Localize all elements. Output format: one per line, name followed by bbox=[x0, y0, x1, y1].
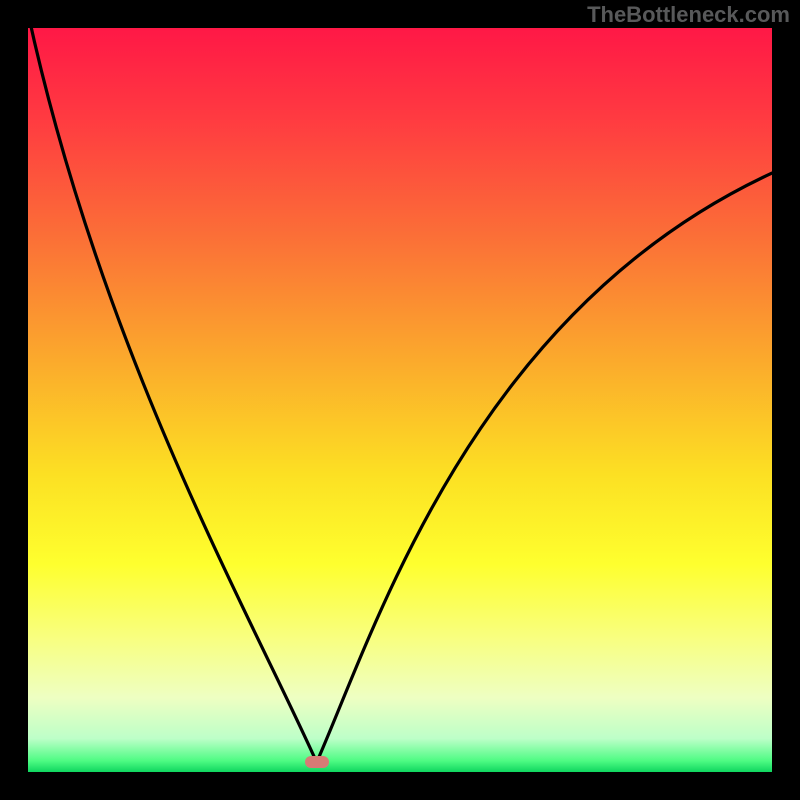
bottleneck-curve bbox=[28, 28, 772, 772]
outer-frame: TheBottleneck.com bbox=[0, 0, 800, 800]
watermark-text: TheBottleneck.com bbox=[587, 2, 790, 28]
plot-area bbox=[28, 28, 772, 772]
bottleneck-curve-path bbox=[28, 13, 772, 762]
minimum-marker bbox=[305, 756, 329, 768]
